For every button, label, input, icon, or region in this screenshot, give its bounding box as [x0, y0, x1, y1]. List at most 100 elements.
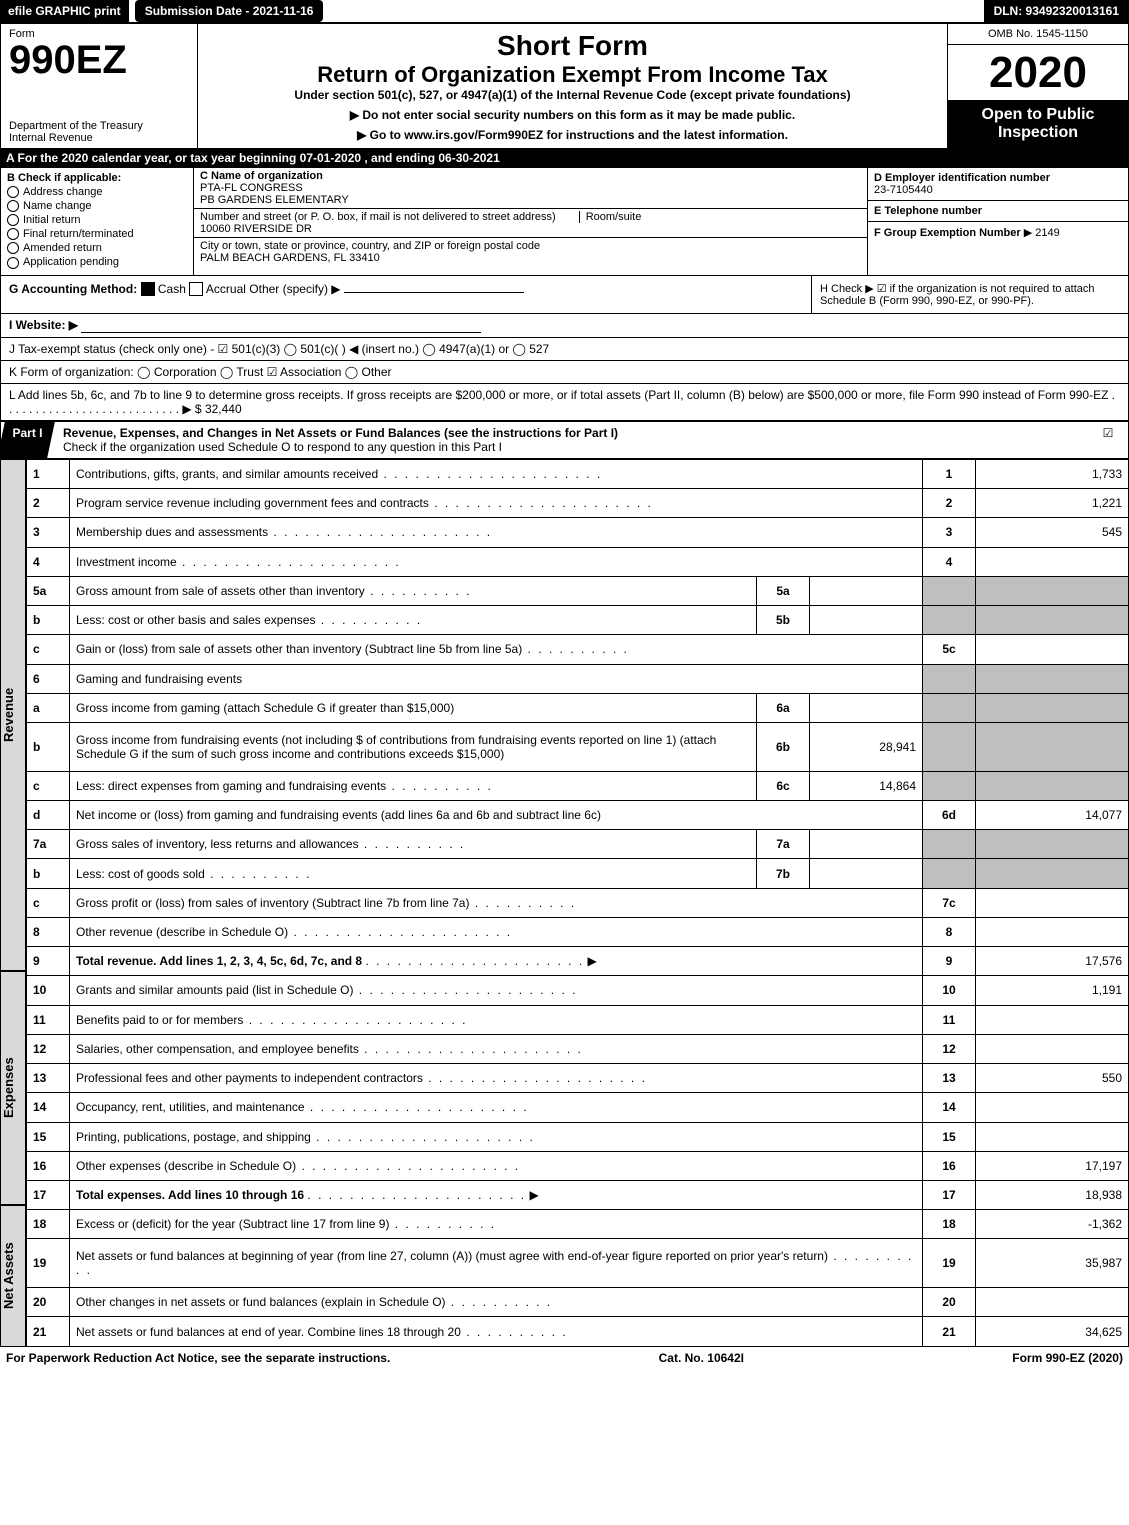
- b-checklist: Address change Name change Initial retur…: [7, 186, 187, 269]
- row-6: 6Gaming and fundraising events: [27, 664, 1129, 693]
- row-7b: bLess: cost of goods sold7b: [27, 859, 1129, 888]
- line-k: K Form of organization: ◯ Corporation ◯ …: [0, 361, 1129, 384]
- row-6b: bGross income from fundraising events (n…: [27, 723, 1129, 772]
- form-header: Form 990EZ Department of the Treasury In…: [0, 23, 1129, 149]
- line-a: A For the 2020 calendar year, or tax yea…: [0, 149, 1129, 167]
- side-expenses: Expenses: [0, 971, 26, 1205]
- row-15: 15Printing, publications, postage, and s…: [27, 1122, 1129, 1151]
- row-19: 19Net assets or fund balances at beginni…: [27, 1239, 1129, 1288]
- gh-row: G Accounting Method: ✔ Cash Accrual Othe…: [0, 276, 1129, 314]
- g-other: Other (specify) ▶: [249, 282, 340, 296]
- side-revenue: Revenue: [0, 459, 26, 971]
- section-bcdef: B Check if applicable: Address change Na…: [0, 167, 1129, 276]
- row-7a: 7aGross sales of inventory, less returns…: [27, 830, 1129, 859]
- g-cash: Cash: [158, 282, 186, 296]
- part1-header: Part I Revenue, Expenses, and Changes in…: [0, 421, 1129, 459]
- cb-accrual[interactable]: [189, 282, 203, 296]
- cb-name-change[interactable]: Name change: [7, 200, 187, 212]
- lines-table: 1Contributions, gifts, grants, and simil…: [26, 459, 1129, 1347]
- city-label: City or town, state or province, country…: [200, 240, 540, 252]
- row-5c: cGain or (loss) from sale of assets othe…: [27, 635, 1129, 664]
- row-20: 20Other changes in net assets or fund ba…: [27, 1288, 1129, 1317]
- part1-label: Part I: [0, 422, 55, 458]
- cb-application-pending[interactable]: Application pending: [7, 256, 187, 268]
- short-form-title: Short Form: [208, 30, 937, 62]
- row-6c: cLess: direct expenses from gaming and f…: [27, 771, 1129, 800]
- col-c: C Name of organization PTA-FL CONGRESS P…: [194, 168, 867, 275]
- row-12: 12Salaries, other compensation, and empl…: [27, 1034, 1129, 1063]
- e-block: E Telephone number: [868, 201, 1128, 222]
- efile-label: efile GRAPHIC print: [0, 0, 129, 22]
- ein-value: 23-7105440: [874, 184, 933, 196]
- c-label: C Name of organization: [200, 170, 323, 182]
- under-section: Under section 501(c), 527, or 4947(a)(1)…: [208, 88, 937, 102]
- omb-number: OMB No. 1545-1150: [948, 24, 1128, 45]
- g-other-input[interactable]: [344, 292, 524, 293]
- f-value: ▶ 2149: [1024, 227, 1060, 239]
- row-8: 8Other revenue (describe in Schedule O)8: [27, 917, 1129, 946]
- room-label: Room/suite: [579, 211, 642, 223]
- c-street-block: Number and street (or P. O. box, if mail…: [194, 209, 867, 238]
- street-label: Number and street (or P. O. box, if mail…: [200, 211, 556, 223]
- row-14: 14Occupancy, rent, utilities, and mainte…: [27, 1093, 1129, 1122]
- header-right: OMB No. 1545-1150 2020 Open to Public In…: [947, 24, 1128, 148]
- e-label: E Telephone number: [874, 205, 982, 217]
- org-sub: PB GARDENS ELEMENTARY: [200, 194, 349, 206]
- header-left: Form 990EZ Department of the Treasury In…: [1, 24, 198, 148]
- footer-right: Form 990-EZ (2020): [1012, 1351, 1123, 1365]
- part1-sub: Check if the organization used Schedule …: [63, 440, 502, 454]
- b-label: B Check if applicable:: [7, 172, 187, 184]
- row-3: 3Membership dues and assessments3545: [27, 518, 1129, 547]
- row-17: 17Total expenses. Add lines 10 through 1…: [27, 1181, 1129, 1210]
- row-13: 13Professional fees and other payments t…: [27, 1064, 1129, 1093]
- part1-body: Revenue Expenses Net Assets 1Contributio…: [0, 459, 1129, 1347]
- street-value: 10060 RIVERSIDE DR: [200, 223, 312, 235]
- form-number: 990EZ: [9, 40, 189, 80]
- line-g: G Accounting Method: ✔ Cash Accrual Othe…: [1, 276, 811, 313]
- part1-check[interactable]: ☑: [1088, 422, 1128, 458]
- part1-title: Revenue, Expenses, and Changes in Net As…: [59, 422, 1088, 458]
- city-value: PALM BEACH GARDENS, FL 33410: [200, 252, 380, 264]
- dept-label: Department of the Treasury Internal Reve…: [9, 120, 189, 144]
- org-name: PTA-FL CONGRESS: [200, 182, 303, 194]
- open-public: Open to Public Inspection: [948, 100, 1128, 148]
- row-9: 9Total revenue. Add lines 1, 2, 3, 4, 5c…: [27, 947, 1129, 976]
- page-footer: For Paperwork Reduction Act Notice, see …: [0, 1347, 1129, 1369]
- cb-final-return[interactable]: Final return/terminated: [7, 228, 187, 240]
- cb-initial-return[interactable]: Initial return: [7, 214, 187, 226]
- cb-address-change[interactable]: Address change: [7, 186, 187, 198]
- d-block: D Employer identification number 23-7105…: [868, 168, 1128, 201]
- row-11: 11Benefits paid to or for members11: [27, 1005, 1129, 1034]
- row-10: 10Grants and similar amounts paid (list …: [27, 976, 1129, 1005]
- cb-cash[interactable]: ✔: [141, 282, 155, 296]
- row-5a: 5aGross amount from sale of assets other…: [27, 576, 1129, 605]
- footer-left: For Paperwork Reduction Act Notice, see …: [6, 1351, 390, 1365]
- website-input[interactable]: [81, 318, 481, 333]
- row-21: 21Net assets or fund balances at end of …: [27, 1317, 1129, 1346]
- tax-year: 2020: [948, 45, 1128, 100]
- line-i: I Website: ▶: [0, 314, 1129, 338]
- note-public: ▶ Do not enter social security numbers o…: [208, 108, 937, 122]
- i-label: I Website: ▶: [9, 318, 78, 332]
- row-6d: dNet income or (loss) from gaming and fu…: [27, 800, 1129, 829]
- col-def: D Employer identification number 23-7105…: [867, 168, 1128, 275]
- line-l: L Add lines 5b, 6c, and 7b to line 9 to …: [0, 384, 1129, 421]
- side-net: Net Assets: [0, 1205, 26, 1347]
- top-bar: efile GRAPHIC print Submission Date - 20…: [0, 0, 1129, 23]
- dln-label: DLN: 93492320013161: [984, 0, 1129, 22]
- row-5b: bLess: cost or other basis and sales exp…: [27, 606, 1129, 635]
- submission-date: Submission Date - 2021-11-16: [135, 0, 324, 22]
- line-h: H Check ▶ ☑ if the organization is not r…: [811, 276, 1128, 313]
- row-16: 16Other expenses (describe in Schedule O…: [27, 1151, 1129, 1180]
- d-label: D Employer identification number: [874, 172, 1050, 184]
- row-2: 2Program service revenue including gover…: [27, 489, 1129, 518]
- c-city-block: City or town, state or province, country…: [194, 238, 867, 266]
- row-4: 4Investment income4: [27, 547, 1129, 576]
- note-goto: ▶ Go to www.irs.gov/Form990EZ for instru…: [208, 128, 937, 142]
- cb-amended-return[interactable]: Amended return: [7, 242, 187, 254]
- footer-mid: Cat. No. 10642I: [659, 1351, 744, 1365]
- header-mid: Short Form Return of Organization Exempt…: [198, 24, 947, 148]
- return-title: Return of Organization Exempt From Incom…: [208, 62, 937, 88]
- row-6a: aGross income from gaming (attach Schedu…: [27, 693, 1129, 722]
- col-b: B Check if applicable: Address change Na…: [1, 168, 194, 275]
